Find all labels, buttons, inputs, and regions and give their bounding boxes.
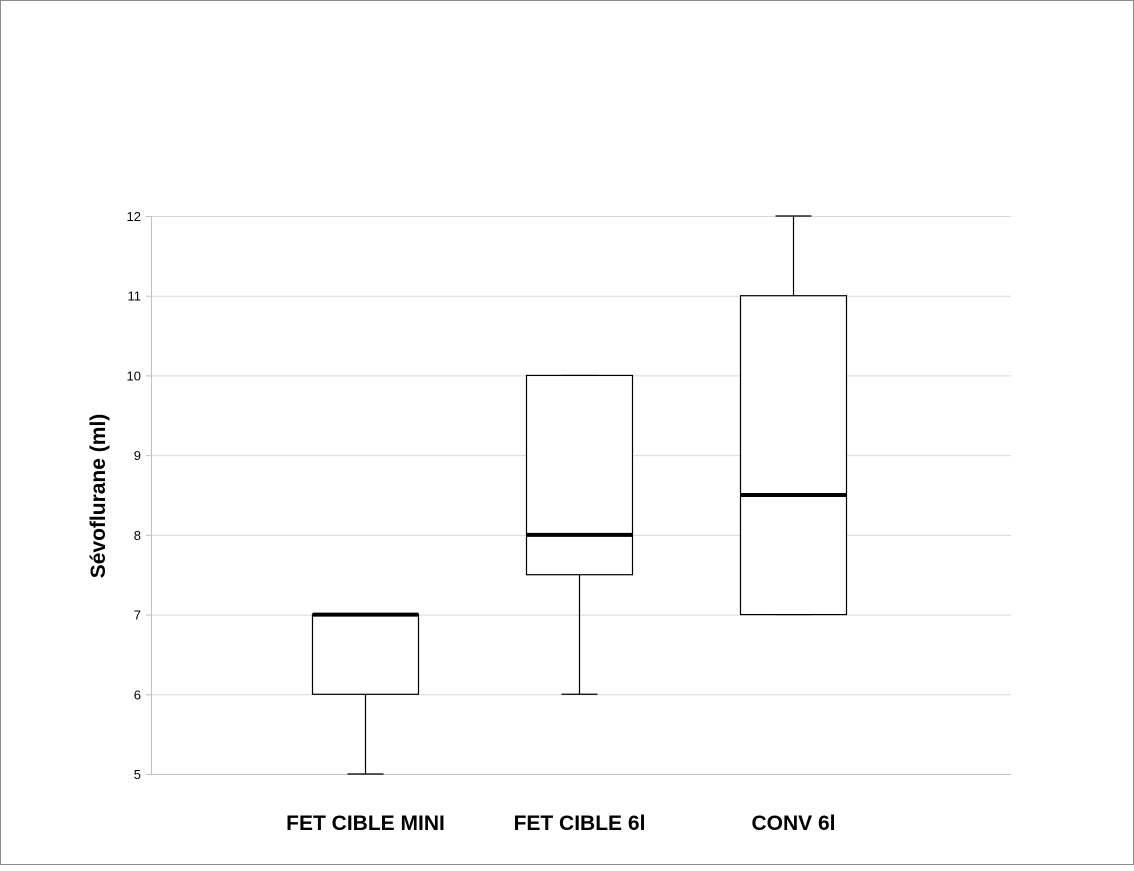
y-tick-label: 9 — [134, 448, 141, 463]
box-group — [739, 215, 848, 616]
box — [311, 613, 420, 695]
box-group — [311, 612, 420, 775]
y-tick-label: 7 — [134, 608, 141, 623]
y-tick-label: 10 — [127, 368, 141, 383]
box — [739, 295, 848, 616]
box — [525, 374, 634, 576]
y-axis: 5 6 7 8 9 10 11 12 — [127, 209, 152, 782]
y-tick-label: 6 — [134, 687, 141, 702]
y-axis-title: Sévoflurane (ml) — [87, 414, 110, 579]
y-tick-label: 5 — [134, 767, 141, 782]
category-labels: FET CIBLE MINI FET CIBLE 6l CONV 6l — [286, 812, 835, 835]
box-group — [525, 374, 634, 695]
y-tick-label: 8 — [134, 528, 141, 543]
category-label: CONV 6l — [751, 812, 835, 835]
category-label: FET CIBLE MINI — [286, 812, 445, 835]
y-tick-label: 12 — [127, 209, 141, 224]
boxes — [311, 215, 848, 775]
y-tick-label: 11 — [128, 289, 142, 304]
category-label: FET CIBLE 6l — [514, 812, 646, 835]
